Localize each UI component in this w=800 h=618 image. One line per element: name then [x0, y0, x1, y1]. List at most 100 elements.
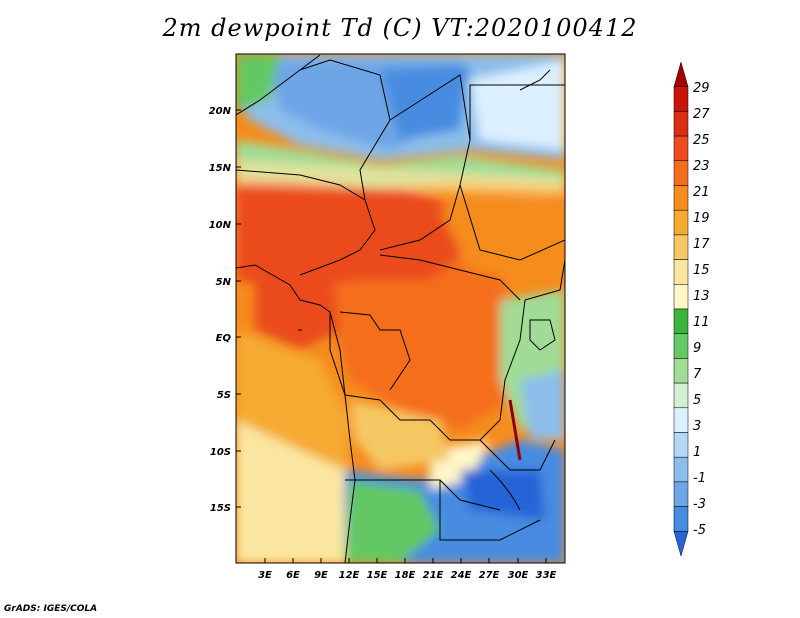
colorbar-segment: [673, 456, 689, 483]
colorbar-segment: [673, 506, 689, 532]
border-angola-namibia: [345, 479, 501, 511]
colorbar-segment: [673, 432, 689, 458]
lake-victoria: [529, 319, 556, 351]
border-zambia: [439, 480, 541, 541]
colorbar-label: 7: [693, 367, 702, 382]
colorbar-label: 13: [693, 289, 710, 304]
field-gulf-of-guinea: [255, 260, 340, 350]
colorbar-segment: [673, 234, 689, 260]
colorbar-segment: [673, 333, 689, 359]
map-frame: [235, 53, 566, 564]
lon-label: 6E: [286, 570, 300, 581]
border-libya-chad: [389, 74, 471, 186]
field-red-sea-coast: [470, 60, 565, 150]
lat-label: 10S: [210, 447, 231, 458]
field-angola-yellow: [350, 400, 450, 470]
lon-ticks: [264, 558, 547, 563]
lat-label: 5S: [217, 390, 231, 401]
colorbar-segment: [673, 531, 689, 557]
lon-label: 18E: [395, 570, 416, 581]
lat-label: 5N: [216, 277, 232, 288]
dewpoint-field: [236, 54, 565, 563]
field-east-highlands: [520, 370, 565, 440]
lat-label: 15N: [209, 163, 232, 174]
border-niger-algeria: [299, 59, 391, 201]
colorbar-segment: [673, 382, 689, 409]
lon-label: 27E: [479, 570, 500, 581]
colorbar-label: 23: [693, 159, 710, 174]
lon-label: 12E: [339, 570, 360, 581]
colorbar-label: 25: [693, 133, 710, 148]
country-borders: [236, 54, 565, 563]
colorbar-label: 1: [693, 445, 701, 460]
lat-label: 10N: [209, 220, 232, 231]
lat-labels: 20N 15N 10N 5N EQ 5S 10S 15S: [209, 106, 232, 514]
colorbar: [673, 61, 689, 557]
field-sahara-dry: [380, 65, 470, 140]
border-chad-car: [379, 184, 461, 251]
colorbar-label: 19: [693, 211, 710, 226]
coast-red-sea: [519, 69, 551, 91]
border-car-drc: [379, 254, 521, 301]
colorbar-label: 27: [693, 107, 710, 122]
colorbar-segment: [673, 259, 689, 285]
field-gulf-atlantic: [236, 330, 350, 470]
field-west-africa: [236, 175, 480, 290]
colorbar-segment: [673, 358, 689, 384]
field-sahel-edge: [236, 160, 565, 195]
field-nw-green: [236, 54, 280, 110]
lon-label: 15E: [367, 570, 388, 581]
lake-malawi: [489, 469, 521, 511]
lon-label: 21E: [423, 570, 444, 581]
lake-tanganyika: [508, 399, 522, 461]
grads-credit: GrADS: IGES/COLA: [4, 604, 98, 614]
lat-label: 20N: [209, 106, 232, 117]
colorbar-label: 3: [693, 419, 701, 434]
colorbar-segment: [673, 284, 689, 310]
lat-ticks: [236, 109, 241, 508]
colorbar-segment: [673, 209, 689, 236]
border-tanzania: [479, 439, 556, 471]
colorbar-segment: [673, 185, 689, 211]
border-congo: [339, 311, 411, 391]
colorbar-segment: [673, 86, 689, 112]
border-sudan: [459, 184, 565, 261]
lon-label: 24E: [451, 570, 472, 581]
border-nw: [236, 54, 321, 116]
border-nigeria: [299, 199, 376, 276]
field-east-sudan: [440, 200, 560, 280]
border-west-sahel: [236, 169, 366, 201]
colorbar-segment: [673, 111, 689, 137]
lon-label: 9E: [314, 570, 328, 581]
field-congo-basin: [330, 250, 520, 430]
colorbar-segment: [673, 160, 689, 186]
colorbar-label: 17: [693, 237, 710, 252]
border-gabon: [329, 312, 346, 396]
border-drc-east: [499, 299, 526, 421]
border-egypt-sudan: [469, 84, 565, 140]
colorbar-segment: [673, 308, 689, 334]
colorbar-segment: [673, 135, 689, 162]
colorbar-label: 29: [693, 81, 710, 96]
map-title: 2m dewpoint Td (C) VT:2020100412: [162, 14, 638, 42]
colorbar-segment: [673, 481, 689, 507]
colorbar-segment: [673, 407, 689, 433]
field-angola-green: [345, 480, 440, 563]
lat-label: EQ: [216, 333, 232, 344]
colorbar-label: 15: [693, 263, 710, 278]
lon-label: 30E: [508, 570, 529, 581]
colorbar-labels: 29 27 25 23 21 19 17 15 13 11 9 7 5 3 1 …: [693, 81, 710, 538]
colorbar-label: 9: [693, 341, 701, 356]
field-zambia-blue: [460, 470, 545, 520]
colorbar-label: 5: [693, 393, 701, 408]
lat-label: 15S: [210, 503, 231, 514]
colorbar-label: -5: [693, 523, 706, 538]
colorbar-label: 21: [693, 185, 710, 200]
colorbar-label: 11: [693, 315, 710, 330]
colorbar-label: -1: [693, 471, 706, 486]
colorbar-label: -3: [693, 497, 706, 512]
colorbar-segment: [673, 61, 689, 87]
border-uganda: [524, 259, 565, 301]
coastline-west: [236, 264, 356, 563]
